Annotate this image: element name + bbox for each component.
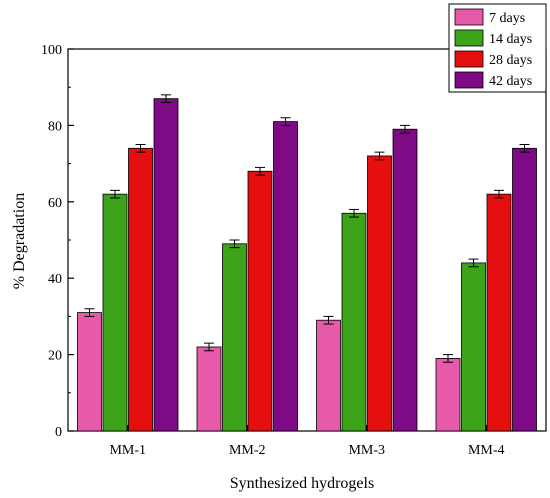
bar-mm-3-7-days [316, 319, 341, 432]
legend-label: 7 days [489, 11, 525, 26]
y-tick-label: 80 [48, 119, 62, 134]
bar-mm-2-42-days [273, 121, 298, 432]
legend-label: 42 days [489, 74, 532, 89]
bar-mm-3-28-days [367, 155, 392, 432]
legend-label: 14 days [489, 32, 532, 47]
bar-mm-3-14-days [341, 212, 367, 432]
x-tick-label: MM-3 [348, 443, 385, 458]
x-tick-label: MM-4 [468, 443, 505, 458]
bar-mm-2-28-days [247, 170, 273, 432]
legend-swatch-28-days [454, 50, 484, 68]
x-tick-label: MM-2 [229, 443, 266, 458]
y-tick-label: 100 [41, 43, 62, 58]
bar-mm-2-14-days [222, 243, 247, 432]
y-tick-label: 40 [48, 272, 62, 287]
legend: 7 days 14 days 28 days 42 days [448, 3, 547, 93]
y-tick-label: 60 [48, 196, 62, 211]
bar-mm-3-42-days [392, 128, 418, 432]
legend-swatch-14-days [454, 29, 484, 47]
bar-mm-4-7-days [435, 358, 461, 432]
legend-label: 28 days [489, 53, 532, 68]
bar-mm-1-28-days [128, 147, 153, 432]
y-tick-label: 20 [48, 349, 62, 364]
legend-swatch-7-days [454, 8, 484, 26]
axes: 0 20 40 60 80 100 MM-1 MM-2 MM-3 MM-4 [41, 43, 547, 458]
bar-mm-1-7-days [77, 312, 102, 432]
y-tick-label: 0 [55, 425, 62, 440]
bar-mm-4-28-days [486, 193, 512, 432]
legend-swatch-42-days [454, 71, 484, 89]
y-axis-title: % Degradation [11, 193, 28, 289]
bar-mm-1-14-days [102, 193, 128, 432]
bars [77, 98, 537, 432]
bar-mm-2-7-days [196, 346, 222, 432]
x-tick-label: MM-1 [109, 443, 146, 458]
error-bars [84, 94, 530, 363]
bar-mm-1-42-days [153, 98, 179, 432]
x-axis-title: Synthesized hydrogels [230, 475, 374, 492]
bar-mm-4-14-days [461, 262, 486, 432]
bar-mm-4-42-days [512, 147, 537, 432]
